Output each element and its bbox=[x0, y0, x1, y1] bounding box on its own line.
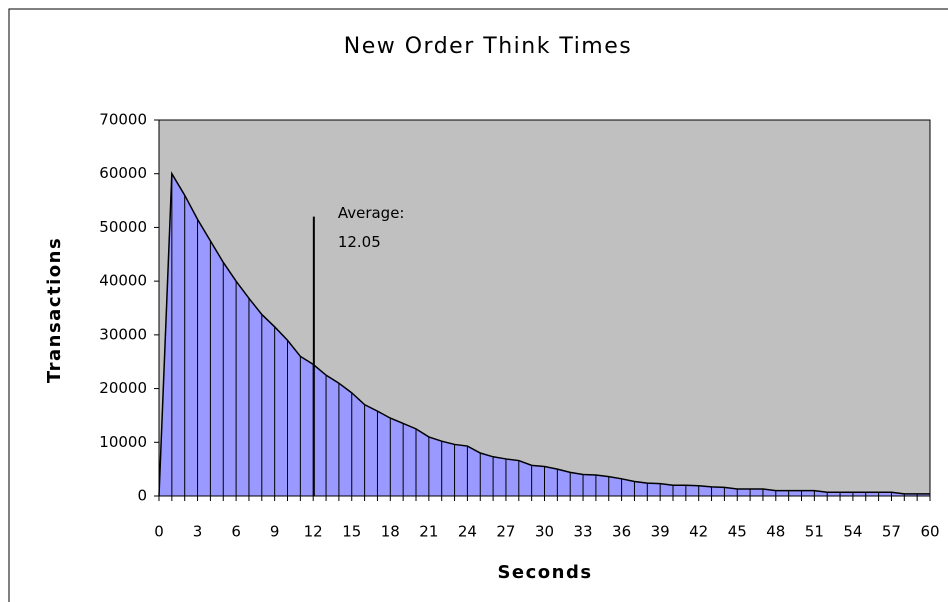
area-outline bbox=[158, 171, 930, 497]
x-tick-label: 60 bbox=[920, 523, 939, 541]
y-tick-label: 70000 bbox=[99, 111, 147, 129]
x-tick-label: 42 bbox=[689, 523, 708, 541]
x-tick-label: 9 bbox=[270, 523, 280, 541]
x-tick-label: 54 bbox=[843, 523, 862, 541]
y-axis-title: Transactions bbox=[44, 237, 65, 383]
annotation-label: Average: bbox=[338, 204, 405, 222]
x-tick-label: 45 bbox=[728, 523, 747, 541]
x-tick-label: 0 bbox=[154, 523, 164, 541]
annotation-value: 12.05 bbox=[338, 233, 381, 251]
x-tick-label: 12 bbox=[304, 523, 323, 541]
x-axis-title: Seconds bbox=[497, 562, 592, 583]
y-tick-label: 20000 bbox=[99, 379, 147, 397]
x-tick-label: 3 bbox=[193, 523, 203, 541]
x-tick-label: 39 bbox=[651, 523, 670, 541]
y-tick-label: 30000 bbox=[99, 325, 147, 343]
x-tick-label: 6 bbox=[231, 523, 241, 541]
y-tick-label: 10000 bbox=[99, 433, 147, 451]
x-tick-label: 30 bbox=[535, 523, 554, 541]
x-tick-label: 48 bbox=[766, 523, 785, 541]
y-tick-label: 50000 bbox=[99, 218, 147, 236]
x-tick-label: 18 bbox=[381, 523, 400, 541]
x-tick-label: 21 bbox=[419, 523, 438, 541]
x-tick-label: 27 bbox=[496, 523, 515, 541]
x-tick-label: 51 bbox=[805, 523, 824, 541]
x-tick-label: 36 bbox=[612, 523, 631, 541]
x-tick-label: 24 bbox=[458, 523, 477, 541]
y-tick-label: 40000 bbox=[99, 272, 147, 290]
x-tick-label: 15 bbox=[342, 523, 361, 541]
y-tick-label: 0 bbox=[137, 487, 147, 505]
y-tick-label: 60000 bbox=[99, 164, 147, 182]
x-tick-label: 33 bbox=[574, 523, 593, 541]
x-tick-label: 57 bbox=[882, 523, 901, 541]
chart-title: New Order Think Times bbox=[344, 34, 632, 59]
